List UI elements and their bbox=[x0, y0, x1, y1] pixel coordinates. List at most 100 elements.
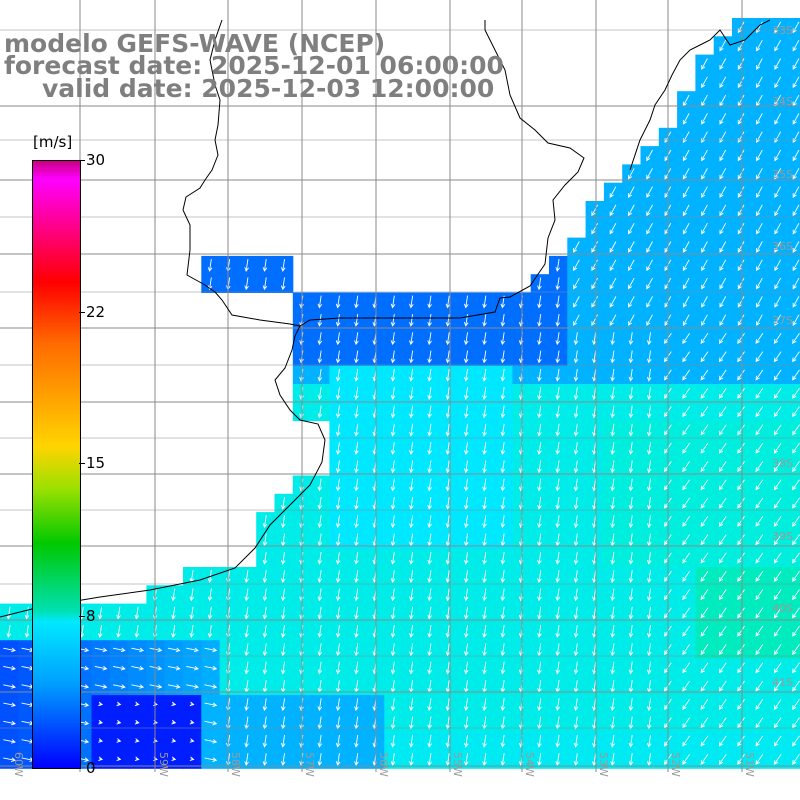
wind-arrow bbox=[718, 735, 727, 747]
wind-arrow bbox=[628, 259, 635, 272]
wind-arrow bbox=[773, 387, 782, 399]
wind-arrow bbox=[537, 570, 542, 584]
wind-arrow bbox=[537, 643, 542, 657]
wind-speed-cell bbox=[786, 512, 800, 531]
wind-arrow bbox=[755, 625, 764, 637]
wind-arrow bbox=[317, 698, 323, 712]
wind-arrow bbox=[737, 680, 745, 692]
wind-arrow bbox=[646, 259, 653, 272]
wind-arrow bbox=[427, 313, 432, 327]
wind-speed-cell bbox=[786, 310, 800, 330]
wind-arrow bbox=[646, 186, 653, 198]
wind-arrow bbox=[409, 496, 414, 510]
wind-arrow bbox=[280, 606, 286, 620]
wind-arrow bbox=[756, 58, 763, 70]
coastline bbox=[0, 19, 771, 618]
wind-arrow bbox=[463, 551, 469, 565]
wind-arrow bbox=[445, 295, 451, 309]
wind-arrow bbox=[97, 625, 103, 638]
wind-arrow bbox=[628, 551, 634, 565]
wind-arrow bbox=[537, 478, 542, 492]
wind-arrow bbox=[737, 607, 745, 619]
wind-arrow bbox=[773, 461, 782, 473]
wind-arrow bbox=[592, 625, 597, 638]
wind-arrow bbox=[390, 478, 396, 492]
wind-arrow bbox=[628, 606, 634, 620]
wind-arrow bbox=[500, 551, 506, 565]
wind-arrow bbox=[773, 662, 782, 674]
wind-arrow bbox=[555, 277, 561, 291]
wind-arrow bbox=[244, 277, 249, 291]
wind-arrow bbox=[463, 496, 469, 510]
wind-arrow bbox=[718, 534, 727, 546]
wind-arrow bbox=[646, 222, 653, 235]
wind-speed-cell bbox=[786, 329, 800, 348]
wind-arrow bbox=[792, 351, 800, 363]
wind-arrow bbox=[737, 168, 745, 180]
wind-arrow bbox=[207, 259, 213, 272]
wind-arrow bbox=[718, 424, 727, 436]
wind-arrow bbox=[390, 350, 396, 364]
wind-arrow bbox=[335, 295, 341, 309]
wind-arrow bbox=[280, 515, 286, 529]
wind-arrow bbox=[792, 699, 800, 710]
wind-arrow bbox=[354, 533, 359, 547]
wind-arrow bbox=[792, 424, 800, 436]
wind-arrow bbox=[700, 625, 709, 637]
wind-arrow bbox=[555, 643, 561, 657]
wind-arrow bbox=[573, 277, 580, 290]
wind-arrow bbox=[463, 460, 469, 474]
wind-arrow bbox=[682, 186, 690, 198]
wind-arrow bbox=[335, 588, 341, 602]
colorbar-tick-30: 30 bbox=[86, 151, 106, 169]
wind-arrow bbox=[335, 313, 341, 327]
wind-arrow bbox=[390, 643, 396, 657]
longitude-label: 54W bbox=[523, 752, 536, 777]
wind-arrow bbox=[628, 515, 634, 529]
wind-arrow bbox=[700, 406, 709, 418]
latitude-label: 36S bbox=[772, 240, 793, 253]
wind-arrow bbox=[116, 719, 122, 725]
latitude-label: 39S bbox=[772, 530, 793, 543]
wind-arrow bbox=[718, 497, 727, 509]
wind-arrow bbox=[737, 39, 745, 52]
wind-arrow bbox=[280, 698, 286, 712]
wind-arrow bbox=[610, 533, 615, 547]
wind-arrow bbox=[189, 625, 195, 638]
wind-arrow bbox=[737, 735, 745, 747]
wind-arrow bbox=[98, 738, 104, 743]
wind-arrow bbox=[756, 241, 763, 253]
wind-arrow bbox=[445, 368, 451, 382]
wind-speed-cell bbox=[786, 402, 800, 422]
wind-arrow bbox=[792, 149, 800, 162]
wind-speed-cell bbox=[786, 164, 800, 184]
wind-arrow bbox=[409, 442, 414, 455]
wind-arrow bbox=[646, 314, 653, 327]
wind-arrow bbox=[610, 734, 615, 748]
wind-arrow bbox=[719, 314, 727, 327]
wind-arrow bbox=[537, 313, 542, 327]
wind-arrow bbox=[573, 716, 579, 730]
wind-arrow bbox=[682, 149, 690, 162]
wind-arrow bbox=[500, 460, 506, 474]
wind-arrow bbox=[134, 738, 140, 743]
wind-arrow bbox=[335, 350, 341, 364]
wind-arrow bbox=[682, 333, 691, 344]
wind-arrow bbox=[186, 647, 199, 653]
wind-arrow bbox=[792, 168, 800, 180]
wind-arrow bbox=[792, 461, 800, 473]
wind-arrow bbox=[628, 204, 635, 217]
wind-arrow bbox=[500, 313, 506, 327]
wind-arrow bbox=[774, 222, 782, 235]
wind-arrow bbox=[354, 716, 359, 730]
wind-arrow bbox=[134, 625, 140, 638]
wind-arrow bbox=[280, 661, 286, 675]
wind-arrow bbox=[792, 607, 800, 619]
wind-arrow bbox=[592, 606, 597, 620]
wind-arrow bbox=[262, 716, 268, 730]
wind-arrow bbox=[718, 387, 727, 399]
wind-arrow bbox=[701, 259, 708, 272]
wind-arrow bbox=[409, 698, 414, 712]
wind-arrow bbox=[646, 442, 652, 455]
wind-arrow bbox=[774, 131, 782, 144]
